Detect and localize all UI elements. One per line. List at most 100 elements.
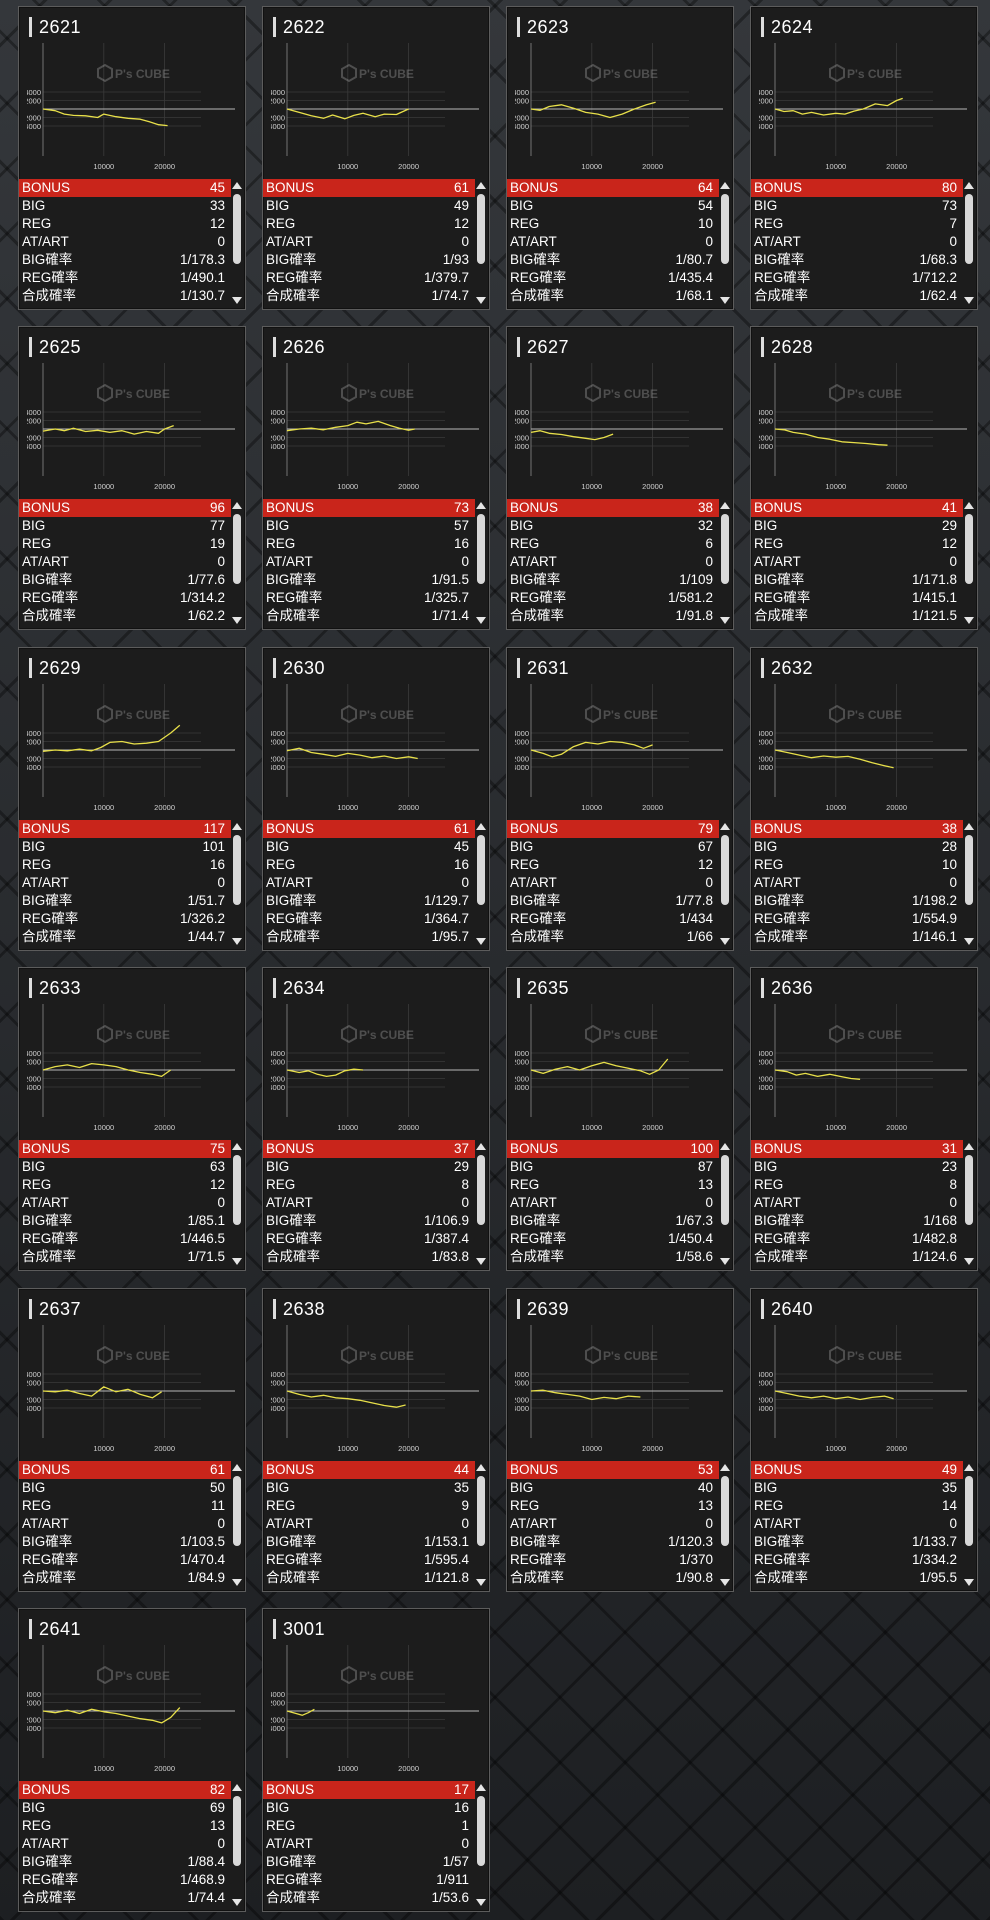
scroll-up-icon[interactable] — [232, 1784, 242, 1791]
scroll-up-icon[interactable] — [476, 502, 486, 509]
scroll-thumb[interactable] — [721, 1155, 729, 1225]
scroll-thumb[interactable] — [233, 194, 241, 264]
stats-scrollbar[interactable] — [719, 180, 731, 306]
scroll-down-icon[interactable] — [964, 1258, 974, 1265]
scroll-up-icon[interactable] — [720, 182, 730, 189]
scroll-down-icon[interactable] — [720, 1579, 730, 1586]
scroll-down-icon[interactable] — [720, 1258, 730, 1265]
scroll-thumb[interactable] — [477, 1155, 485, 1225]
scroll-down-icon[interactable] — [964, 938, 974, 945]
scroll-up-icon[interactable] — [232, 1464, 242, 1471]
scroll-up-icon[interactable] — [964, 502, 974, 509]
scroll-up-icon[interactable] — [720, 1464, 730, 1471]
scroll-thumb[interactable] — [721, 194, 729, 264]
scroll-thumb[interactable] — [721, 835, 729, 905]
stats-scrollbar[interactable] — [963, 180, 975, 306]
scroll-thumb[interactable] — [233, 1155, 241, 1225]
scroll-up-icon[interactable] — [232, 1143, 242, 1150]
scroll-down-icon[interactable] — [964, 617, 974, 624]
stats-scrollbar[interactable] — [475, 500, 487, 626]
stats-scrollbar[interactable] — [231, 1462, 243, 1588]
scroll-thumb[interactable] — [965, 514, 973, 584]
stats-scrollbar[interactable] — [231, 180, 243, 306]
scroll-thumb[interactable] — [477, 1476, 485, 1546]
scroll-up-icon[interactable] — [964, 182, 974, 189]
scroll-thumb[interactable] — [233, 514, 241, 584]
scroll-thumb[interactable] — [965, 194, 973, 264]
scroll-down-icon[interactable] — [232, 297, 242, 304]
stats-scrollbar[interactable] — [231, 821, 243, 947]
scroll-down-icon[interactable] — [232, 617, 242, 624]
stats-scrollbar[interactable] — [719, 821, 731, 947]
scroll-thumb[interactable] — [477, 1796, 485, 1866]
scroll-down-icon[interactable] — [476, 297, 486, 304]
stats-scrollbar[interactable] — [719, 1462, 731, 1588]
scroll-down-icon[interactable] — [232, 938, 242, 945]
scroll-up-icon[interactable] — [964, 1464, 974, 1471]
stats-scrollbar[interactable] — [231, 500, 243, 626]
scroll-down-icon[interactable] — [476, 1899, 486, 1906]
scroll-up-icon[interactable] — [476, 182, 486, 189]
stats-scrollbar[interactable] — [963, 500, 975, 626]
scroll-up-icon[interactable] — [720, 823, 730, 830]
stats-scrollbar[interactable] — [475, 1462, 487, 1588]
stats-scrollbar[interactable] — [231, 1141, 243, 1267]
scroll-up-icon[interactable] — [232, 182, 242, 189]
scroll-thumb[interactable] — [233, 835, 241, 905]
scroll-down-icon[interactable] — [476, 617, 486, 624]
scroll-thumb[interactable] — [233, 1796, 241, 1866]
scroll-up-icon[interactable] — [720, 1143, 730, 1150]
scroll-up-icon[interactable] — [232, 502, 242, 509]
stats-scrollbar[interactable] — [475, 821, 487, 947]
scroll-thumb[interactable] — [477, 514, 485, 584]
scroll-down-icon[interactable] — [476, 938, 486, 945]
scroll-down-icon[interactable] — [720, 297, 730, 304]
scroll-thumb[interactable] — [721, 514, 729, 584]
scroll-up-icon[interactable] — [476, 1143, 486, 1150]
stats-scrollbar[interactable] — [475, 1141, 487, 1267]
scroll-up-icon[interactable] — [720, 502, 730, 509]
stats-scrollbar[interactable] — [475, 1782, 487, 1908]
stats-scrollbar[interactable] — [963, 1141, 975, 1267]
scroll-down-icon[interactable] — [232, 1579, 242, 1586]
scroll-thumb[interactable] — [965, 1476, 973, 1546]
scroll-down-icon[interactable] — [720, 617, 730, 624]
scroll-up-icon[interactable] — [232, 823, 242, 830]
stats-scrollbar[interactable] — [719, 500, 731, 626]
scroll-down-icon[interactable] — [232, 1258, 242, 1265]
scroll-up-icon[interactable] — [476, 823, 486, 830]
scroll-down-icon[interactable] — [720, 938, 730, 945]
scroll-down-icon[interactable] — [232, 1899, 242, 1906]
scroll-thumb[interactable] — [477, 835, 485, 905]
scroll-thumb[interactable] — [721, 1476, 729, 1546]
scroll-up-icon[interactable] — [476, 1464, 486, 1471]
scroll-down-icon[interactable] — [964, 1579, 974, 1586]
stats-scrollbar[interactable] — [475, 180, 487, 306]
scroll-up-icon[interactable] — [964, 1143, 974, 1150]
scroll-down-icon[interactable] — [964, 297, 974, 304]
scroll-down-icon[interactable] — [476, 1258, 486, 1265]
stats-scrollbar[interactable] — [231, 1782, 243, 1908]
stats-scrollbar[interactable] — [719, 1141, 731, 1267]
scroll-up-icon[interactable] — [476, 1784, 486, 1791]
